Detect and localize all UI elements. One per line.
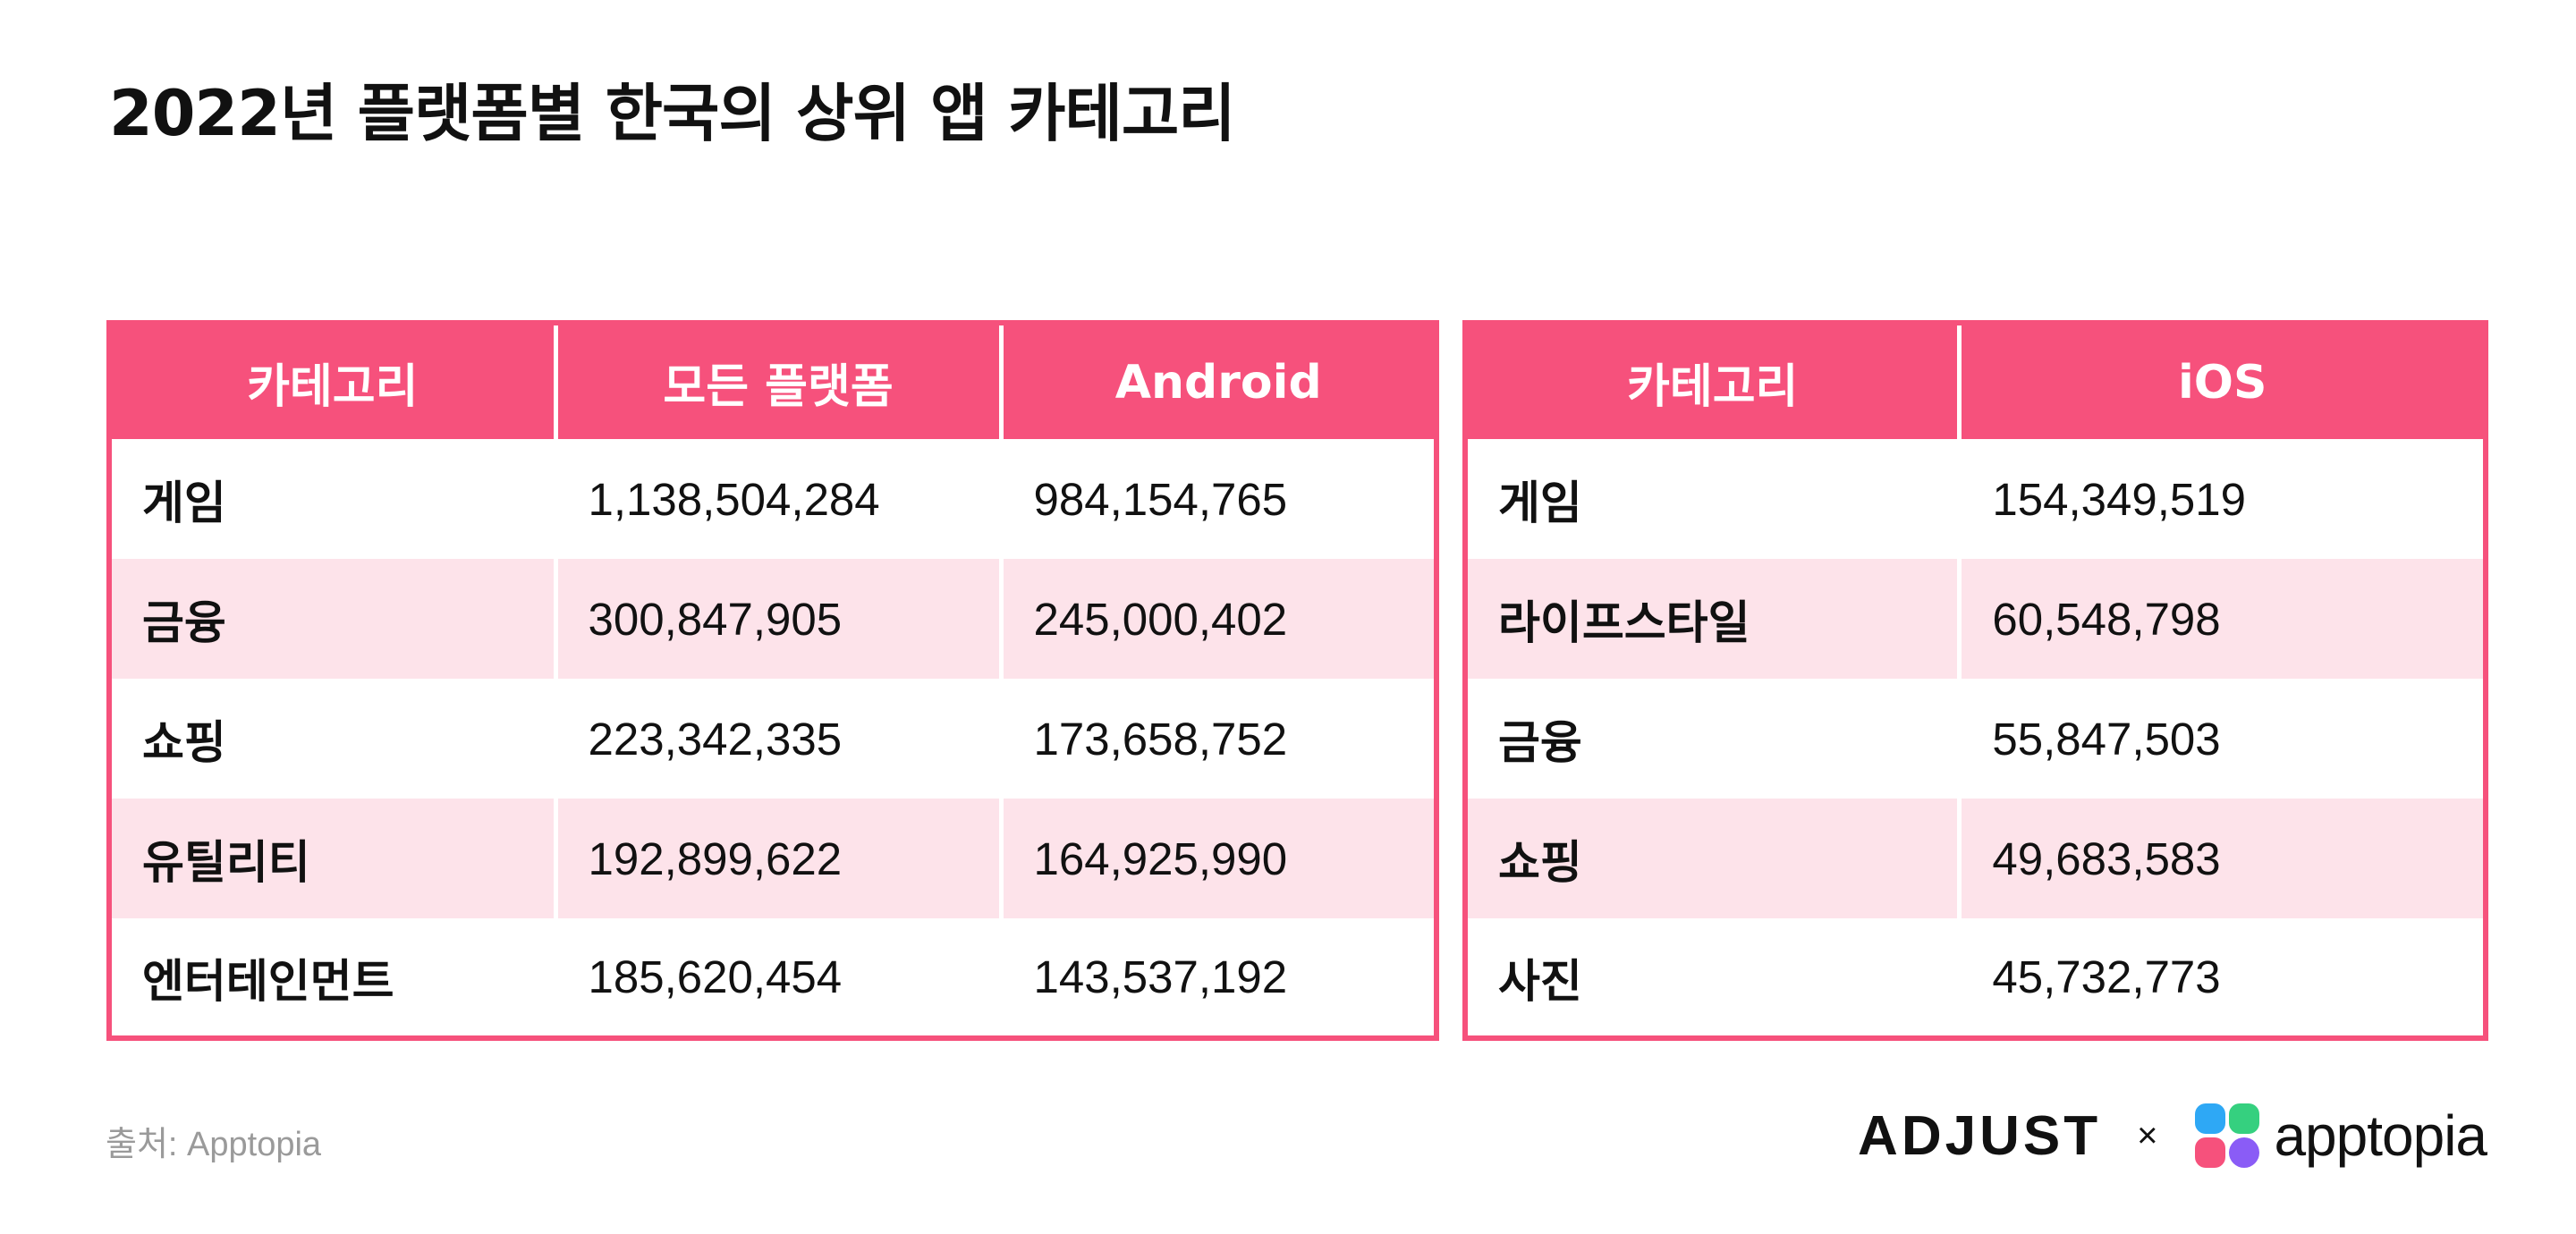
all-platforms-cell: 192,899,622 xyxy=(555,799,1004,918)
category-cell: 게임 xyxy=(1465,439,1962,559)
apptopia-logo: apptopia xyxy=(2193,1102,2487,1170)
category-cell: 금융 xyxy=(109,559,558,679)
all-platforms-cell: 223,342,335 xyxy=(555,679,1004,799)
column-header-ios: iOS xyxy=(1959,323,2486,439)
table-row: 라이프스타일 60,548,798 xyxy=(1465,559,2486,679)
table-header-row: 카테고리 모든 플랫폼 Android xyxy=(109,323,1436,439)
footer-logos: ADJUST × apptopia xyxy=(1858,1095,2487,1176)
category-cell: 쇼핑 xyxy=(1465,799,1962,918)
page-title: 2022년 플랫폼별 한국의 상위 앱 카테고리 xyxy=(109,77,1236,150)
apptopia-logo-icon xyxy=(2195,1103,2260,1168)
all-platforms-cell: 185,620,454 xyxy=(555,918,1004,1038)
adjust-logo: ADJUST xyxy=(1858,1104,2101,1168)
ios-cell: 45,732,773 xyxy=(1959,918,2486,1038)
category-cell: 금융 xyxy=(1465,679,1962,799)
column-header-category: 카테고리 xyxy=(1465,323,1962,439)
platform-table-right: 카테고리 iOS 게임 154,349,519 라이프스타일 60,548,79… xyxy=(1462,320,2488,1041)
table-row: 게임 1,138,504,284 984,154,765 xyxy=(109,439,1436,559)
all-platforms-cell: 1,138,504,284 xyxy=(555,439,1004,559)
table-row: 사진 45,732,773 xyxy=(1465,918,2486,1038)
android-cell: 984,154,765 xyxy=(1001,439,1436,559)
ios-cell: 60,548,798 xyxy=(1959,559,2486,679)
category-cell: 쇼핑 xyxy=(109,679,558,799)
category-cell: 라이프스타일 xyxy=(1465,559,1962,679)
platform-table-left: 카테고리 모든 플랫폼 Android 게임 1,138,504,284 984… xyxy=(106,320,1439,1041)
ios-cell: 154,349,519 xyxy=(1959,439,2486,559)
category-cell: 유틸리티 xyxy=(109,799,558,918)
all-platforms-cell: 300,847,905 xyxy=(555,559,1004,679)
android-cell: 143,537,192 xyxy=(1001,918,1436,1038)
ios-cell: 55,847,503 xyxy=(1959,679,2486,799)
table-row: 금융 55,847,503 xyxy=(1465,679,2486,799)
column-header-all-platforms: 모든 플랫폼 xyxy=(555,323,1004,439)
category-cell: 게임 xyxy=(109,439,558,559)
table-row: 쇼핑 49,683,583 xyxy=(1465,799,2486,918)
times-separator: × xyxy=(2137,1115,2158,1155)
table-row: 엔터테인먼트 185,620,454 143,537,192 xyxy=(109,918,1436,1038)
column-header-android: Android xyxy=(1001,323,1436,439)
adjust-logo-text: ADJUST xyxy=(1858,1104,2102,1167)
category-cell: 사진 xyxy=(1465,918,1962,1038)
column-header-category: 카테고리 xyxy=(109,323,558,439)
source-caption: 출처: Apptopia xyxy=(106,1126,322,1163)
android-cell: 164,925,990 xyxy=(1001,799,1436,918)
ios-cell: 49,683,583 xyxy=(1959,799,2486,918)
android-cell: 245,000,402 xyxy=(1001,559,1436,679)
android-cell: 173,658,752 xyxy=(1001,679,1436,799)
table-row: 게임 154,349,519 xyxy=(1465,439,2486,559)
category-cell: 엔터테인먼트 xyxy=(109,918,558,1038)
apptopia-logo-text: apptopia xyxy=(2274,1103,2487,1168)
table-row: 금융 300,847,905 245,000,402 xyxy=(109,559,1436,679)
table-header-row: 카테고리 iOS xyxy=(1465,323,2486,439)
table-row: 유틸리티 192,899,622 164,925,990 xyxy=(109,799,1436,918)
table-row: 쇼핑 223,342,335 173,658,752 xyxy=(109,679,1436,799)
